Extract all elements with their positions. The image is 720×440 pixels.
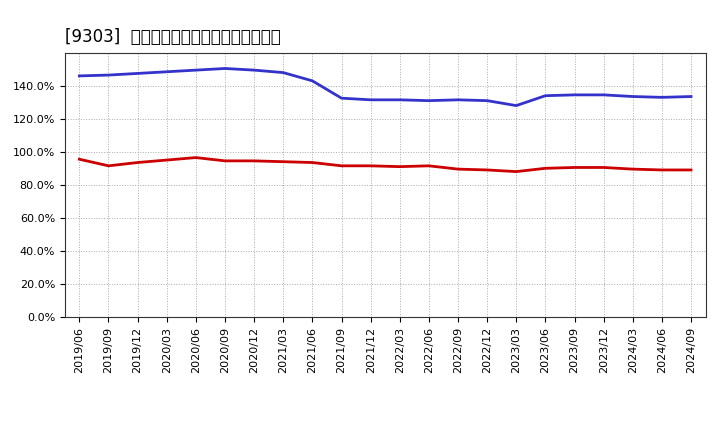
固定長期適合率 — [425, 163, 433, 169]
固定長期適合率 — [192, 155, 200, 160]
固定比率 — [687, 94, 696, 99]
固定比率 — [541, 93, 550, 98]
固定長期適合率 — [629, 166, 637, 172]
Line: 固定長期適合率: 固定長期適合率 — [79, 158, 691, 172]
固定比率 — [308, 78, 317, 84]
固定比率 — [366, 97, 375, 103]
固定長期適合率 — [599, 165, 608, 170]
固定比率 — [454, 97, 462, 103]
固定長期適合率 — [483, 167, 492, 172]
Text: [9303]  固定比率、固定長期適合率の推移: [9303] 固定比率、固定長期適合率の推移 — [65, 28, 281, 46]
固定比率 — [570, 92, 579, 98]
固定比率 — [75, 73, 84, 78]
固定長期適合率 — [250, 158, 258, 164]
固定長期適合率 — [366, 163, 375, 169]
固定長期適合率 — [570, 165, 579, 170]
固定比率 — [133, 71, 142, 76]
固定比率 — [220, 66, 229, 71]
固定長期適合率 — [308, 160, 317, 165]
固定比率 — [395, 97, 404, 103]
固定長期適合率 — [454, 166, 462, 172]
固定比率 — [163, 69, 171, 74]
固定長期適合率 — [133, 160, 142, 165]
固定長期適合率 — [512, 169, 521, 174]
Line: 固定比率: 固定比率 — [79, 69, 691, 106]
固定比率 — [599, 92, 608, 98]
固定比率 — [104, 73, 113, 78]
固定比率 — [425, 98, 433, 103]
固定長期適合率 — [337, 163, 346, 169]
固定比率 — [192, 67, 200, 73]
固定比率 — [657, 95, 666, 100]
固定長期適合率 — [657, 167, 666, 172]
固定比率 — [512, 103, 521, 108]
固定長期適合率 — [279, 159, 287, 164]
固定長期適合率 — [395, 164, 404, 169]
固定長期適合率 — [75, 157, 84, 162]
固定長期適合率 — [220, 158, 229, 164]
固定長期適合率 — [541, 165, 550, 171]
固定比率 — [279, 70, 287, 75]
固定長期適合率 — [104, 163, 113, 169]
固定比率 — [629, 94, 637, 99]
固定比率 — [483, 98, 492, 103]
固定長期適合率 — [687, 167, 696, 172]
固定長期適合率 — [163, 158, 171, 163]
固定比率 — [250, 67, 258, 73]
固定比率 — [337, 95, 346, 101]
